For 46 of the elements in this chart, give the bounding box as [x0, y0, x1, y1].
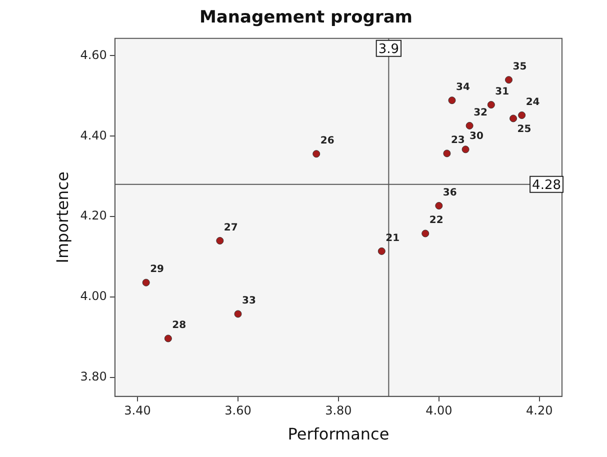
- annotation: 26: [320, 135, 334, 146]
- point: [216, 236, 224, 244]
- point: [466, 122, 474, 130]
- annotation: 29: [150, 264, 164, 276]
- annotation: 32: [474, 107, 488, 118]
- y-axis-title: Importence: [52, 172, 72, 264]
- point: [505, 76, 512, 84]
- point: [510, 114, 518, 122]
- annotation: 33: [242, 296, 256, 307]
- point: [518, 111, 526, 119]
- point: [443, 150, 451, 158]
- x-tick-label: 4.00: [426, 404, 452, 418]
- point: [435, 202, 443, 210]
- x-tick-label: 4.20: [526, 404, 553, 418]
- annotation: 31: [495, 86, 510, 98]
- y-tick-label: 4.00: [80, 289, 107, 304]
- x-tick-label: 3.80: [325, 404, 352, 418]
- annotation: 24: [526, 96, 540, 108]
- point: [312, 150, 320, 158]
- x-tick-label: 3.60: [224, 404, 252, 418]
- point: [234, 310, 242, 318]
- point: [142, 278, 150, 286]
- annotation: 34: [456, 82, 470, 93]
- annotation: 36: [442, 187, 457, 198]
- chart-title: Management program: [199, 8, 413, 28]
- y-tick-label: 4.20: [80, 208, 107, 223]
- point: [448, 96, 456, 104]
- annotation: 23: [450, 135, 465, 146]
- point: [487, 101, 495, 109]
- y-tick-label: 3.80: [80, 370, 107, 384]
- annotation: 28: [172, 320, 186, 332]
- ref-line-label: 3.9: [378, 42, 400, 57]
- x-tick-label: 3.40: [124, 404, 151, 418]
- point: [164, 334, 172, 342]
- annotation: 27: [224, 222, 238, 234]
- y-tick-label: 4.40: [80, 128, 107, 142]
- point: [378, 247, 386, 255]
- y-tick-label: 4.60: [80, 48, 107, 62]
- annotation: 35: [512, 61, 527, 72]
- point: [462, 146, 470, 154]
- x-axis-title: Performance: [288, 424, 390, 444]
- annotation: 25: [517, 124, 532, 136]
- point: [422, 230, 430, 238]
- annotation: 22: [429, 215, 444, 226]
- annotation: 30: [470, 131, 484, 142]
- ref-line-label: 4.28: [532, 178, 562, 193]
